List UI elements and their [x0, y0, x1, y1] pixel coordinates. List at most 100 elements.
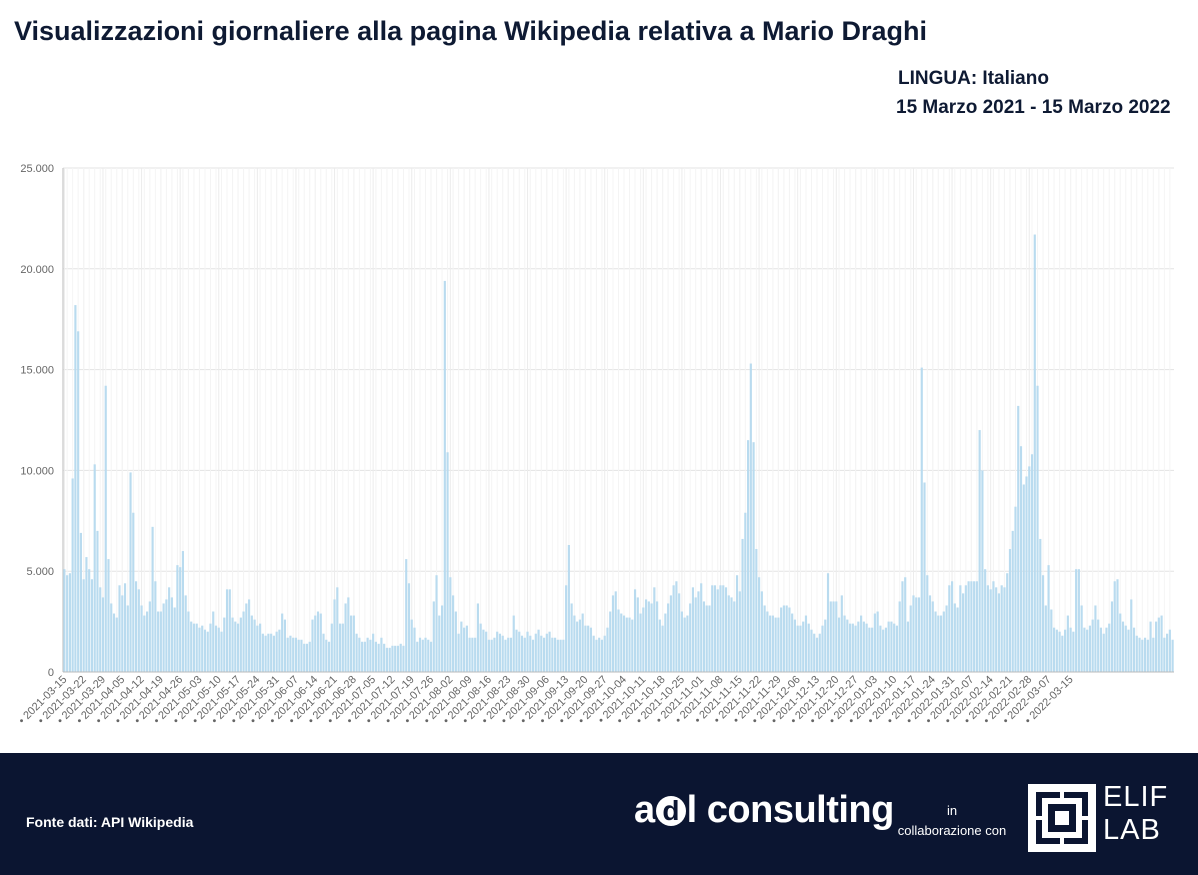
- bar[interactable]: [647, 601, 650, 672]
- bar[interactable]: [667, 603, 670, 672]
- bar[interactable]: [1047, 565, 1050, 672]
- bar[interactable]: [154, 581, 157, 672]
- bar[interactable]: [1066, 615, 1069, 672]
- bar[interactable]: [603, 635, 606, 672]
- bar[interactable]: [617, 609, 620, 673]
- bar[interactable]: [126, 605, 129, 672]
- bar[interactable]: [642, 607, 645, 672]
- bar[interactable]: [1055, 629, 1058, 672]
- bar[interactable]: [446, 452, 449, 672]
- bar[interactable]: [482, 629, 485, 672]
- bar[interactable]: [724, 587, 728, 672]
- bar[interactable]: [766, 611, 769, 672]
- bar[interactable]: [893, 623, 896, 672]
- bar[interactable]: [951, 581, 954, 672]
- bar[interactable]: [713, 585, 717, 672]
- bar[interactable]: [311, 619, 314, 672]
- bar[interactable]: [496, 631, 499, 672]
- bar[interactable]: [165, 599, 168, 672]
- bar[interactable]: [793, 619, 797, 672]
- bar[interactable]: [438, 615, 441, 672]
- bar[interactable]: [1039, 538, 1042, 672]
- bar[interactable]: [565, 585, 568, 672]
- bar[interactable]: [1157, 617, 1160, 672]
- bar[interactable]: [245, 603, 248, 672]
- bar[interactable]: [101, 597, 105, 672]
- bar[interactable]: [316, 611, 320, 672]
- bar[interactable]: [917, 597, 921, 672]
- bar[interactable]: [791, 613, 794, 672]
- bar[interactable]: [849, 623, 852, 672]
- bar[interactable]: [1044, 605, 1047, 672]
- bar[interactable]: [559, 639, 562, 672]
- bar[interactable]: [140, 605, 143, 672]
- bar[interactable]: [702, 601, 706, 672]
- bar[interactable]: [981, 470, 984, 672]
- bar[interactable]: [1030, 454, 1034, 672]
- bar[interactable]: [873, 613, 876, 672]
- bar[interactable]: [134, 581, 138, 672]
- bar[interactable]: [319, 613, 322, 672]
- bar[interactable]: [1017, 405, 1020, 672]
- bar[interactable]: [628, 617, 631, 672]
- bar[interactable]: [457, 633, 460, 672]
- bar[interactable]: [452, 595, 455, 672]
- bar[interactable]: [556, 639, 559, 672]
- bar[interactable]: [824, 619, 827, 672]
- bar[interactable]: [882, 629, 885, 672]
- bar[interactable]: [948, 585, 951, 672]
- bar[interactable]: [440, 605, 444, 672]
- bar[interactable]: [314, 615, 317, 672]
- bar[interactable]: [281, 613, 284, 672]
- bar[interactable]: [1094, 605, 1097, 672]
- bar[interactable]: [1075, 569, 1078, 672]
- bar[interactable]: [832, 601, 835, 672]
- bar[interactable]: [807, 623, 810, 672]
- bar[interactable]: [837, 617, 841, 672]
- bar[interactable]: [294, 637, 298, 672]
- bar[interactable]: [278, 629, 281, 672]
- bar[interactable]: [286, 637, 289, 672]
- bar[interactable]: [190, 621, 193, 672]
- bar[interactable]: [1146, 639, 1149, 672]
- bar[interactable]: [369, 639, 372, 672]
- bar[interactable]: [1061, 635, 1064, 672]
- bar[interactable]: [1086, 629, 1089, 672]
- bar[interactable]: [363, 641, 366, 672]
- bar[interactable]: [1050, 609, 1053, 673]
- bar[interactable]: [1110, 601, 1114, 672]
- bar[interactable]: [71, 478, 74, 672]
- bar[interactable]: [344, 603, 347, 672]
- bar[interactable]: [474, 637, 477, 672]
- bar[interactable]: [554, 637, 557, 672]
- bar[interactable]: [741, 538, 744, 672]
- bar[interactable]: [871, 627, 874, 672]
- bar[interactable]: [964, 585, 967, 672]
- bar[interactable]: [986, 585, 989, 672]
- bar[interactable]: [774, 617, 777, 672]
- bar[interactable]: [691, 587, 695, 672]
- bar[interactable]: [890, 621, 893, 672]
- bar[interactable]: [956, 607, 959, 672]
- bar[interactable]: [912, 595, 915, 672]
- bar[interactable]: [520, 635, 524, 672]
- bar[interactable]: [639, 613, 642, 672]
- bar[interactable]: [515, 629, 518, 672]
- bar[interactable]: [529, 635, 532, 672]
- bar[interactable]: [118, 585, 121, 672]
- bar[interactable]: [1171, 639, 1174, 672]
- bar[interactable]: [248, 599, 251, 672]
- bar[interactable]: [782, 605, 785, 672]
- bar[interactable]: [493, 637, 496, 672]
- bar[interactable]: [744, 512, 747, 672]
- bar[interactable]: [700, 583, 703, 672]
- bar[interactable]: [661, 625, 664, 672]
- bar[interactable]: [906, 621, 910, 672]
- bar[interactable]: [843, 615, 846, 672]
- bar[interactable]: [374, 641, 377, 672]
- bar[interactable]: [454, 611, 457, 672]
- bar[interactable]: [810, 629, 813, 672]
- bar[interactable]: [303, 643, 306, 672]
- bar[interactable]: [733, 601, 736, 672]
- bar[interactable]: [68, 573, 71, 672]
